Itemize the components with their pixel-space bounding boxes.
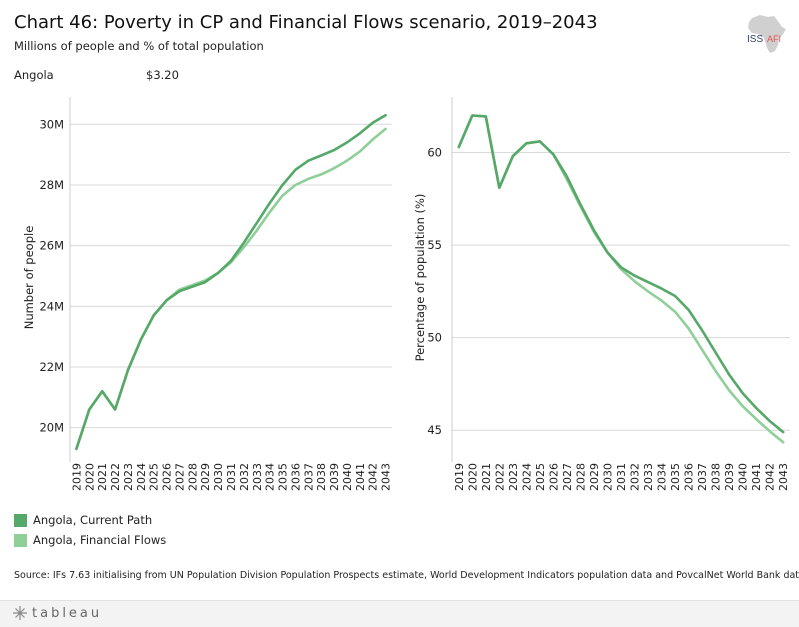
legend-label-current-path: Angola, Current Path (33, 513, 153, 527)
tableau-logo-icon (13, 606, 27, 620)
x-tick-label: 2030 (212, 463, 225, 491)
x-tick-label: 2021 (96, 463, 109, 491)
x-tick-label: 2025 (534, 463, 547, 491)
x-tick-label: 2040 (737, 463, 750, 491)
y-tick-label: 20M (39, 421, 64, 435)
x-tick-label: 2042 (367, 463, 380, 491)
x-tick-label: 2031 (615, 463, 628, 491)
x-tick-label: 2023 (507, 463, 520, 491)
x-tick-label: 2036 (289, 463, 302, 491)
x-tick-label: 2043 (380, 463, 393, 491)
logo-text: ISS (747, 34, 763, 45)
chart-subtitle: Millions of people and % of total popula… (14, 39, 264, 53)
series-line-financial-flows (457, 114, 785, 444)
x-tick-label: 2033 (251, 463, 264, 491)
y-tick-label: 22M (39, 360, 64, 374)
series-line-current-path (75, 113, 387, 451)
country-filter-label[interactable]: Angola (14, 68, 54, 82)
x-tick-label: 2037 (696, 463, 709, 491)
x-tick-label: 2024 (520, 463, 533, 491)
y-tick-label: 26M (39, 239, 64, 253)
y-tick-label: 60 (427, 146, 442, 160)
chart-panel-2: 45 50 55 60 Percentage of population (%) 2019… (413, 97, 790, 491)
x-tick-label: 2034 (264, 463, 277, 491)
africa-map-icon: ISS AFI (747, 15, 786, 53)
legend: Angola, Current Path Angola, Financial F… (14, 510, 166, 550)
x-tick-label: 2039 (328, 463, 341, 491)
x-tick-label: 2029 (199, 463, 212, 491)
x-tick-label: 2026 (161, 463, 174, 491)
x-tick-label: 2043 (777, 463, 790, 491)
x-tick-label: 2041 (750, 463, 763, 491)
x-tick-label: 2030 (601, 463, 614, 491)
legend-label-financial-flows: Angola, Financial Flows (33, 533, 167, 547)
x-tick-label: 2026 (547, 463, 560, 491)
y-tick-label: 45 (427, 423, 442, 437)
iss-afi-logo: ISS AFI (742, 12, 792, 56)
x-tick-label: 2027 (561, 463, 574, 491)
legend-item-financial-flows[interactable]: Angola, Financial Flows (14, 530, 166, 550)
y-axis-title: Percentage of population (%) (413, 194, 427, 362)
chart-title: Chart 46: Poverty in CP and Financial Fl… (14, 12, 598, 33)
x-tick-label: 2028 (186, 463, 199, 491)
x-tick-label: 2027 (173, 463, 186, 491)
x-tick-label: 2032 (629, 463, 642, 491)
x-tick-label: 2019 (453, 463, 466, 491)
y-tick-label: 55 (427, 238, 442, 252)
logo-accent-text: AFI (767, 34, 781, 44)
x-tick-label: 2021 (480, 463, 493, 491)
x-tick-label: 2020 (83, 463, 96, 491)
x-tick-label: 2035 (277, 463, 290, 491)
legend-swatch-current-path (14, 513, 27, 527)
x-tick-label: 2032 (238, 463, 251, 491)
x-tick-label: 2024 (135, 463, 148, 491)
x-tick-label: 2039 (723, 463, 736, 491)
x-tick-label: 2022 (109, 463, 122, 491)
x-tick-label: 2031 (225, 463, 238, 491)
tableau-brand[interactable]: tableau (12, 605, 102, 621)
x-tick-label: 2042 (764, 463, 777, 491)
x-tick-label: 2036 (683, 463, 696, 491)
x-tick-label: 2037 (302, 463, 315, 491)
y-tick-label: 24M (39, 299, 64, 313)
series-line-financial-flows (75, 127, 387, 451)
x-tick-label: 2025 (148, 463, 161, 491)
x-tick-label: 2035 (669, 463, 682, 491)
tableau-brand-text: tableau (32, 605, 103, 621)
y-axis-title: Number of people (22, 226, 36, 330)
x-tick-label: 2029 (588, 463, 601, 491)
x-tick-label: 2040 (341, 463, 354, 491)
x-tick-label: 2019 (70, 463, 83, 491)
y-tick-label: 28M (39, 178, 64, 192)
poverty-threshold-label[interactable]: $3.20 (146, 68, 179, 82)
x-tick-label: 2038 (710, 463, 723, 491)
x-tick-label: 2020 (466, 463, 479, 491)
x-tick-label: 2034 (656, 463, 669, 491)
legend-swatch-financial-flows (14, 533, 27, 547)
x-tick-label: 2038 (315, 463, 328, 491)
y-tick-label: 50 (427, 331, 442, 345)
y-tick-label: 30M (39, 117, 64, 131)
legend-item-current-path[interactable]: Angola, Current Path (14, 510, 166, 530)
x-tick-label: 2033 (642, 463, 655, 491)
tableau-footer: tableau (0, 600, 799, 627)
x-tick-label: 2023 (122, 463, 135, 491)
x-tick-label: 2041 (354, 463, 367, 491)
series-line-current-path (457, 114, 785, 434)
source-note: Source: IFs 7.63 initialising from UN Po… (14, 570, 799, 581)
x-tick-label: 2028 (574, 463, 587, 491)
x-tick-label: 2022 (493, 463, 506, 491)
